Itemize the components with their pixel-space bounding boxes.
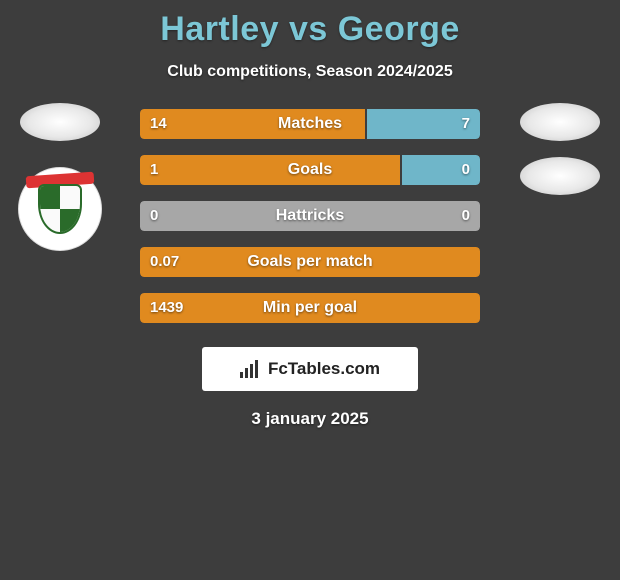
- bar-right: [367, 109, 480, 139]
- bar-left: [140, 201, 480, 231]
- stat-row: Goals per match0.07: [140, 247, 480, 277]
- stat-row: Matches147: [140, 109, 480, 139]
- page-subtitle: Club competitions, Season 2024/2025: [0, 63, 620, 81]
- bar-left: [140, 293, 480, 323]
- stat-row: Hattricks00: [140, 201, 480, 231]
- player-left-club-crest: 125 YEARS: [18, 167, 102, 251]
- bar-left: [140, 155, 402, 185]
- stat-row: Min per goal1439: [140, 293, 480, 323]
- player-right-club-placeholder: [520, 157, 600, 195]
- comparison-chart: 125 YEARS Matches147 Goals10 Hattricks00 Go…: [0, 109, 620, 339]
- bar-left: [140, 109, 367, 139]
- snapshot-date: 3 january 2025: [0, 409, 620, 429]
- fctables-icon: [240, 360, 262, 378]
- bar-right: [402, 155, 480, 185]
- page-title: Hartley vs George: [0, 0, 620, 49]
- branding-badge: FcTables.com: [202, 347, 418, 391]
- branding-text: FcTables.com: [268, 359, 380, 379]
- bar-left: [140, 247, 480, 277]
- stat-row: Goals10: [140, 155, 480, 185]
- player-right-photo-placeholder: [520, 103, 600, 141]
- player-left-photo-placeholder: [20, 103, 100, 141]
- stat-rows: Matches147 Goals10 Hattricks00 Goals per ma…: [140, 109, 480, 339]
